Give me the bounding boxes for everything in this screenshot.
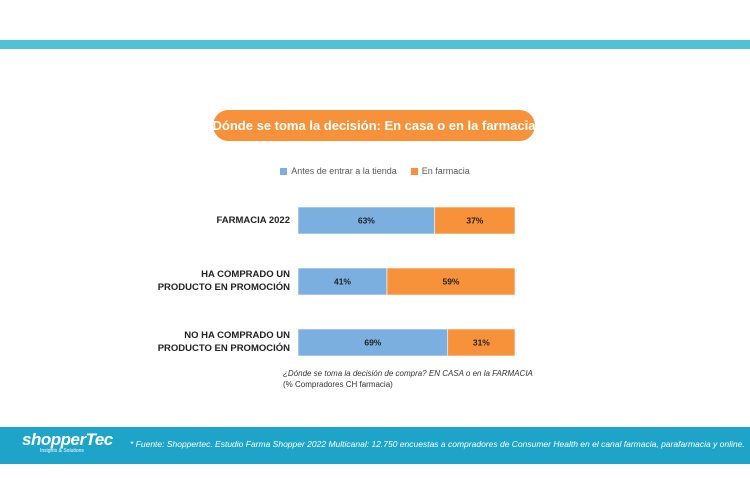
data-label-antes-1: 41% — [334, 277, 351, 287]
category-label-line: PRODUCTO EN PROMOCIÓN — [157, 343, 290, 354]
legend: Antes de entrar a la tienda En farmacia — [0, 166, 750, 176]
category-label-no-ha-comprado: NO HA COMPRADO UN PRODUCTO EN PROMOCIÓN — [90, 329, 290, 355]
category-label-line: PRODUCTO EN PROMOCIÓN — [157, 282, 290, 293]
bar-segment-farmacia-1 — [386, 267, 516, 296]
logo-tagline: Insights & Solutions — [40, 448, 84, 454]
data-label-farmacia-0: 37% — [466, 216, 483, 226]
footer-bar: shopperTec Insights & Solutions * Fuente… — [0, 427, 750, 464]
legend-swatch-orange — [410, 167, 418, 175]
question-base: (% Compradores CH farmacia) — [283, 380, 393, 389]
category-label-line: FARMACIA 2022 — [216, 215, 290, 226]
shoppertec-logo: shopperTec Insights & Solutions — [22, 429, 113, 454]
legend-swatch-blue — [280, 167, 288, 175]
source-footnote: * Fuente: Shoppertec. Estudio Farma Shop… — [130, 439, 745, 449]
legend-item-farmacia: En farmacia — [410, 166, 470, 176]
data-label-antes-2: 69% — [364, 338, 381, 348]
bar-segment-farmacia-0 — [434, 206, 516, 235]
data-label-farmacia-1: 59% — [442, 277, 459, 287]
top-accent-band — [0, 40, 750, 49]
legend-label-antes: Antes de entrar a la tienda — [291, 166, 397, 176]
category-label-ha-comprado: HA COMPRADO UN PRODUCTO EN PROMOCIÓN — [90, 268, 290, 294]
question-text: ¿Dónde se toma la decisión de compra? EN… — [283, 369, 533, 378]
logo-text: shopperTec — [22, 430, 113, 449]
bar-segment-antes-0 — [297, 206, 436, 235]
chart-title: Dónde se toma la decisión: En casa o en … — [213, 110, 535, 141]
data-label-antes-0: 63% — [358, 216, 375, 226]
bar-segment-farmacia-2 — [447, 328, 516, 357]
category-label-line: HA COMPRADO UN — [201, 269, 290, 280]
data-label-farmacia-2: 31% — [473, 338, 490, 348]
category-label-line: NO HA COMPRADO UN — [184, 330, 290, 341]
survey-question: ¿Dónde se toma la decisión de compra? EN… — [283, 368, 583, 390]
legend-label-farmacia: En farmacia — [421, 166, 470, 176]
legend-item-antes: Antes de entrar a la tienda — [280, 166, 397, 176]
category-label-farmacia-2022: FARMACIA 2022 — [90, 214, 290, 227]
